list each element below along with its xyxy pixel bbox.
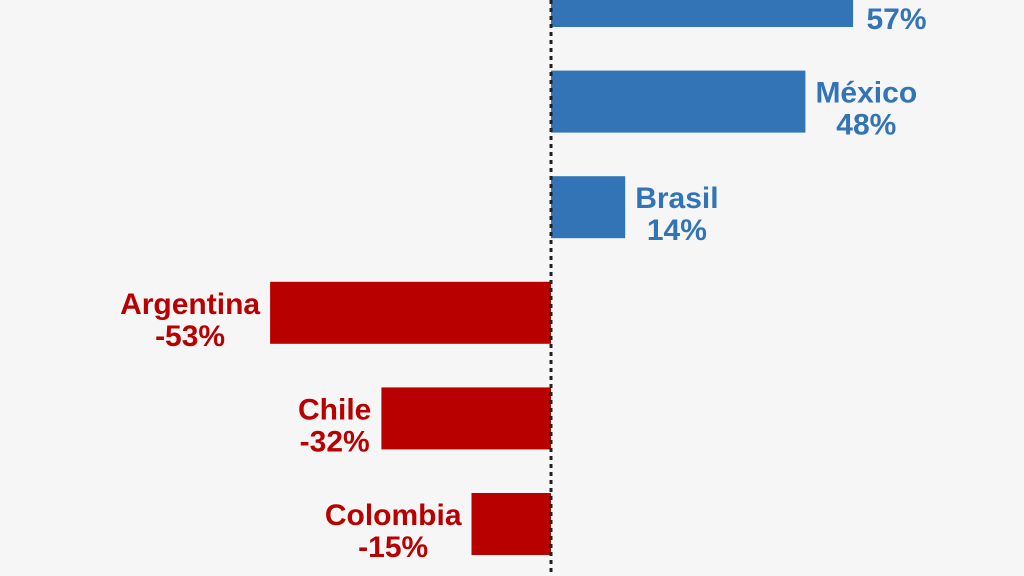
value-label-peru: 57%	[866, 3, 926, 36]
bar-brasil	[551, 176, 626, 239]
value-label-brasil: 14%	[647, 214, 707, 247]
value-label-mexico: 48%	[836, 109, 896, 142]
category-label-mexico: México	[815, 77, 917, 110]
category-label-chile: Chile	[298, 393, 371, 426]
value-label-colombia: -15%	[358, 531, 428, 564]
bar-peru	[551, 0, 854, 27]
category-label-colombia: Colombia	[325, 499, 462, 532]
bar-chile	[381, 387, 551, 450]
value-label-argentina: -53%	[155, 320, 225, 353]
bar-mexico	[551, 70, 806, 133]
category-label-argentina: Argentina	[120, 288, 260, 321]
bar-argentina	[270, 281, 551, 344]
value-label-chile: -32%	[300, 425, 370, 458]
bars-group	[270, 0, 854, 555]
category-label-brasil: Brasil	[635, 182, 718, 215]
bar-colombia	[471, 493, 551, 555]
category-label-peru: Perú	[863, 0, 930, 4]
